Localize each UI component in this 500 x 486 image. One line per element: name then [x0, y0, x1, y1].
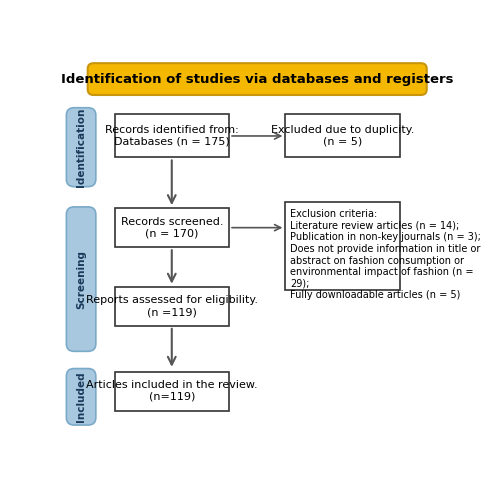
Text: Articles included in the review.
(n=119): Articles included in the review. (n=119)	[86, 381, 258, 402]
Text: Screening: Screening	[76, 250, 86, 309]
FancyBboxPatch shape	[115, 287, 229, 326]
Text: Exclusion criteria:
Literature review articles (n = 14);
Publication in non-key : Exclusion criteria: Literature review ar…	[290, 209, 481, 300]
FancyBboxPatch shape	[115, 115, 229, 157]
FancyBboxPatch shape	[115, 208, 229, 247]
FancyBboxPatch shape	[66, 207, 96, 351]
FancyBboxPatch shape	[88, 63, 427, 95]
Text: Records screened.
(n = 170): Records screened. (n = 170)	[120, 217, 223, 239]
Text: Records identified from:
Databases (n = 175): Records identified from: Databases (n = …	[105, 125, 239, 147]
Text: Reports assessed for eligibility.
(n =119): Reports assessed for eligibility. (n =11…	[86, 295, 258, 317]
FancyBboxPatch shape	[66, 368, 96, 425]
Text: Included: Included	[76, 371, 86, 422]
FancyBboxPatch shape	[115, 371, 229, 411]
Text: Excluded due to duplicity.
(n = 5): Excluded due to duplicity. (n = 5)	[271, 125, 414, 147]
Text: Identification: Identification	[76, 107, 86, 187]
FancyBboxPatch shape	[286, 115, 400, 157]
Text: Identification of studies via databases and registers: Identification of studies via databases …	[61, 72, 454, 86]
FancyBboxPatch shape	[66, 108, 96, 187]
FancyBboxPatch shape	[286, 202, 400, 290]
